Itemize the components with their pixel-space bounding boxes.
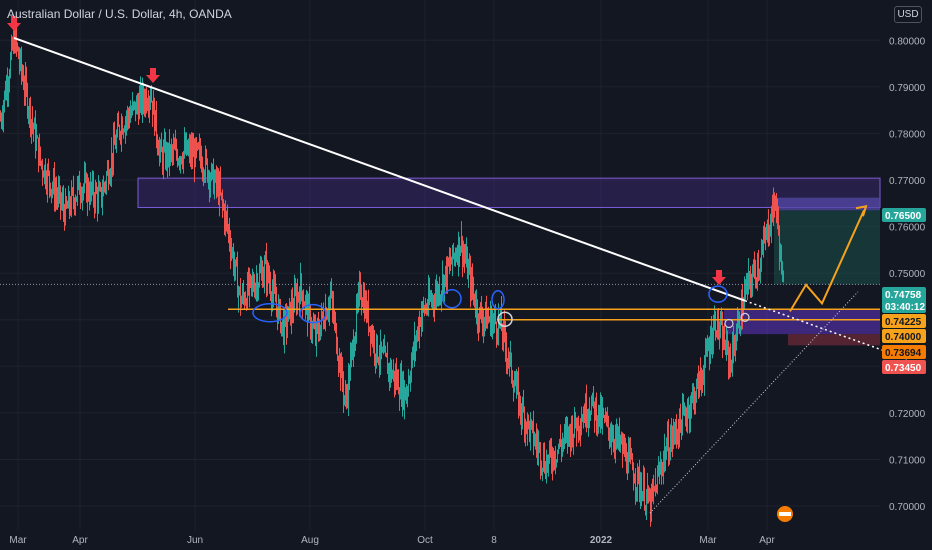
projection-arrowhead <box>855 204 868 217</box>
projection-arrow <box>789 209 865 312</box>
x-tick-label: Apr <box>759 535 775 546</box>
y-tick-label: 0.71000 <box>889 455 926 466</box>
down-arrow-icon <box>146 68 160 83</box>
y-tick-label: 0.80000 <box>889 36 926 47</box>
annotation-circle <box>299 303 327 324</box>
annotation-circle <box>252 302 288 323</box>
countdown-label: 03:40:12 <box>885 302 925 313</box>
x-tick-label: Mar <box>9 535 27 546</box>
down-arrow-icon <box>7 16 21 31</box>
price-tag-label: 0.74225 <box>885 317 922 328</box>
annotation-circle-white <box>724 318 734 329</box>
stop-zone <box>788 334 880 346</box>
annotation-circle <box>491 289 505 310</box>
price-tag <box>882 345 926 359</box>
target-zone-top <box>774 197 880 211</box>
price-tag-label: 0.74000 <box>885 332 922 343</box>
price-tag <box>882 329 926 343</box>
y-tick-label: 0.75000 <box>889 269 926 280</box>
y-tick-label: 0.70000 <box>889 502 926 513</box>
x-tick-label: Apr <box>72 535 88 546</box>
downtrend-line-extension <box>744 300 909 361</box>
x-tick-label: Mar <box>699 535 717 546</box>
y-tick-label: 0.78000 <box>889 129 926 140</box>
candles <box>0 21 784 527</box>
resistance-zone <box>137 177 881 208</box>
annotation-circle <box>442 289 462 309</box>
chart-title: Australian Dollar / U.S. Dollar, 4h, OAN… <box>7 7 232 21</box>
price-tag-label: 0.73450 <box>885 363 922 374</box>
y-tick-label: 0.76000 <box>889 223 926 234</box>
price-tag <box>882 314 926 328</box>
x-tick-label: Jun <box>187 535 203 546</box>
y-tick-label: 0.72000 <box>889 409 926 420</box>
price-tag <box>882 287 926 313</box>
price-tag-label: 0.74758 <box>885 290 922 301</box>
down-arrow-icon <box>712 270 726 285</box>
annotation-circle-white <box>497 311 513 328</box>
annotation-circle-white <box>740 312 750 322</box>
y-tick-label: 0.77000 <box>889 176 926 187</box>
downtrend-line <box>13 37 746 302</box>
x-tick-label: Oct <box>417 535 433 546</box>
y-tick-label: 0.79000 <box>889 83 926 94</box>
price-tag-label: 0.76500 <box>885 211 922 222</box>
price-tag-label: 0.73694 <box>885 348 922 359</box>
event-logo-mark <box>779 512 791 516</box>
x-tick-label: 8 <box>491 535 497 546</box>
currency-button[interactable]: USD <box>894 6 922 23</box>
annotation-circle <box>708 285 728 303</box>
grid-lines <box>0 0 880 530</box>
x-tick-label: Aug <box>301 535 319 546</box>
drawings[interactable] <box>0 16 909 514</box>
price-tag <box>882 360 926 374</box>
price-tag <box>882 208 926 222</box>
x-tick-label: 2022 <box>590 535 613 546</box>
